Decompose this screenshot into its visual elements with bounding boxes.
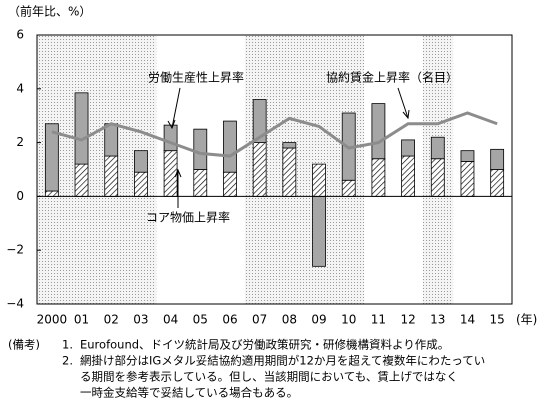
bar	[490, 148, 505, 170]
bar	[252, 142, 267, 197]
bar	[134, 171, 148, 197]
x-tick-label: 02	[104, 313, 119, 327]
arrow-head	[174, 168, 182, 178]
bar	[430, 136, 445, 160]
bar	[223, 171, 237, 197]
note-text: る期間を参考表示している。但し、当該期間においても、賃上げではなく	[80, 370, 458, 384]
y-tick-label: −2	[6, 243, 24, 257]
annotation-arrow	[171, 87, 181, 129]
bar	[252, 99, 267, 143]
annotation-arrow	[397, 87, 409, 119]
bar	[104, 155, 119, 197]
bar	[490, 169, 505, 197]
y-unit-label: （前年比、%）	[8, 4, 91, 19]
bar	[312, 195, 326, 267]
bar	[193, 128, 208, 170]
annotation: 労働生産性上昇率	[148, 70, 244, 85]
x-tick-label: 05	[193, 313, 208, 327]
line	[51, 111, 498, 158]
note-text: 一時金支給等で妥結している場合もある。	[80, 386, 298, 400]
bar	[282, 142, 297, 149]
notes: (備考) 1. Eurofound、ドイツ統計局及び労働政策研究・研修機構資料より…	[8, 338, 485, 400]
annotation: コア物価上昇率	[146, 210, 230, 225]
x-tick-label: 09	[311, 313, 326, 327]
y-tick-label: 0	[16, 189, 24, 203]
bar	[371, 158, 386, 197]
bar	[44, 123, 59, 192]
note-number: 2.	[62, 354, 73, 368]
note-number: 1.	[62, 338, 73, 352]
bar	[74, 163, 89, 197]
note-text: Eurofound、ドイツ統計局及び労働政策研究・研修機構資料より作成。	[80, 338, 449, 352]
x-tick-label: 15	[490, 313, 505, 327]
y-tick-label: 4	[16, 81, 24, 95]
plot-frame	[36, 34, 513, 305]
bar	[341, 179, 356, 197]
bar	[401, 139, 415, 157]
bar	[74, 92, 89, 165]
x-tick-label: 14	[460, 313, 475, 327]
x-tick-label: 03	[133, 313, 148, 327]
bar	[163, 124, 178, 152]
x-tick-label: 07	[252, 313, 267, 327]
bar	[460, 161, 475, 197]
bar	[282, 147, 297, 197]
note-text: 網掛け部分はIGメタル妥結協約適用期間が12か月を超えて複数年にわたってい	[80, 354, 485, 368]
bar	[193, 169, 208, 197]
y-tick-label: 2	[16, 135, 24, 149]
bar	[44, 190, 59, 197]
arrow-head	[402, 109, 410, 120]
x-unit-label: (年)	[516, 313, 537, 327]
bar	[460, 150, 475, 162]
x-tick-label: 08	[282, 313, 297, 327]
bar	[223, 120, 237, 173]
bar	[401, 155, 415, 197]
arrow-head	[167, 119, 176, 130]
x-tick-label: 10	[341, 313, 356, 327]
annotation: 協約賃金上昇率（名目）	[326, 70, 458, 85]
x-tick-label: 2000	[37, 313, 68, 327]
x-tick-label: 04	[163, 313, 178, 327]
bar	[134, 150, 148, 173]
x-tick-label: 13	[430, 313, 445, 327]
bar	[163, 150, 178, 197]
x-tick-label: 12	[400, 313, 415, 327]
x-tick-label: 01	[74, 313, 89, 327]
y-tick-label: −4	[6, 297, 24, 311]
bar	[312, 163, 326, 197]
x-tick-label: 06	[222, 313, 237, 327]
notes-label: (備考)	[8, 338, 40, 352]
y-tick-label: 6	[16, 28, 24, 42]
x-tick-label: 11	[371, 313, 386, 327]
plot	[44, 92, 505, 267]
bar	[371, 103, 386, 160]
bar	[430, 158, 445, 197]
bar	[104, 123, 119, 157]
